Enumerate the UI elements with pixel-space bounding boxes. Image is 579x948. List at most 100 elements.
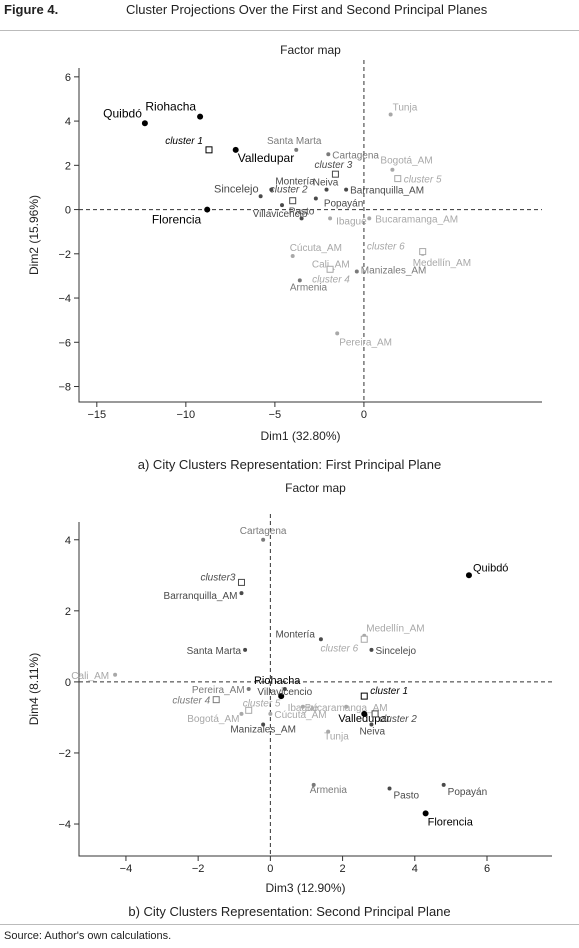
figure-header: Figure 4. Cluster Projections Over the F…: [0, 0, 579, 31]
city-label: Manizales_AM: [230, 725, 296, 736]
y-tick-label: 2: [65, 160, 71, 172]
city-point: [311, 782, 316, 787]
cluster-centroid: [360, 635, 368, 643]
cluster-centroid: [212, 696, 220, 704]
city-label: Riohacha: [145, 100, 196, 114]
bottom-divider: [0, 924, 579, 925]
city-point: [246, 687, 251, 691]
city-label: Barranquilla_AM: [350, 186, 424, 197]
city-label: Neiva: [359, 727, 385, 738]
city-label: Sincelejo: [375, 646, 416, 657]
y-tick-label: 0: [65, 205, 71, 217]
city-label: Pereira_AM: [339, 337, 392, 348]
x-tick-label: −15: [87, 409, 106, 421]
city-label: Cúcuta_AM: [274, 710, 326, 721]
axis-lines: [78, 68, 542, 403]
city-label: Villavicencio: [253, 209, 308, 220]
city-label: Quibdó: [103, 106, 142, 120]
x-tick-label: 2: [340, 863, 346, 875]
x-tick-label: −5: [269, 409, 282, 421]
city-point: [388, 112, 393, 117]
city-label: Cali_AM: [71, 671, 109, 682]
city-label: Tunja: [324, 732, 349, 743]
chart-title: Factor map: [285, 481, 346, 495]
city-point: [197, 113, 204, 120]
city-point: [300, 704, 305, 709]
y-tick-label: −4: [58, 293, 71, 305]
cluster-centroid: [419, 248, 427, 256]
y-tick-label: 4: [65, 535, 71, 547]
city-label: Tunja: [393, 102, 418, 113]
cluster-label: cluster 6: [320, 643, 358, 654]
city-point: [239, 711, 244, 716]
city-label: Riohacha: [254, 675, 301, 687]
city-point: [328, 216, 333, 221]
city-point: [369, 722, 374, 727]
city-point: [369, 647, 374, 652]
city-label: Valledupar: [238, 151, 294, 165]
city-point: [344, 187, 349, 192]
city-point: [318, 637, 323, 642]
factor-map-first-plane: Factor map −15 −10 −5 0 6 4 2 0 −2 −4 −6 −8 Dim1 (32.…: [0, 36, 579, 476]
city-label: Florencia: [152, 213, 202, 227]
city-point: [367, 216, 372, 221]
city-point: [344, 704, 349, 709]
y-axis-label: Dim2 (15.96%): [27, 195, 41, 275]
city-label: Medellín_AM: [366, 624, 424, 635]
cluster-label: cluster 2: [379, 714, 417, 725]
city-label: Bucaramanga_AM: [375, 214, 458, 225]
cluster-centroid: [289, 197, 297, 205]
cluster-centroid: [394, 175, 402, 183]
city-point: [269, 187, 274, 192]
y-axis-label: Dim4 (8.11%): [27, 653, 41, 725]
figure-label: Figure 4.: [4, 2, 59, 17]
city-point: [361, 710, 368, 717]
cluster-label: cluster 2: [270, 185, 308, 196]
city-point: [441, 782, 446, 787]
x-tick-label: −4: [120, 863, 133, 875]
city-point: [141, 120, 148, 127]
city-label: Bogotá_AM: [380, 156, 432, 167]
city-label: Armenia: [290, 282, 328, 293]
city-label: Popayán: [448, 787, 487, 798]
city-label: Ibagué: [288, 703, 319, 714]
city-point: [268, 711, 273, 716]
city-label: Santa Marta: [267, 136, 322, 147]
city-label: Barranquilla_AM: [164, 591, 238, 602]
city-point: [258, 194, 263, 199]
cluster-label: cluster 1: [370, 686, 408, 697]
y-tick-label: 4: [65, 116, 71, 128]
source-note: Source: Author's own calculations.: [4, 930, 172, 942]
axis-lines: [78, 522, 552, 857]
city-point: [239, 591, 244, 596]
cluster-label: cluster 6: [367, 242, 405, 253]
city-label: Manizales_AM: [361, 265, 427, 276]
x-tick-label: −10: [177, 409, 196, 421]
cluster-label: cluster 4: [312, 274, 350, 285]
city-label: Montería: [275, 629, 315, 640]
city-point: [326, 152, 331, 157]
city-point: [422, 810, 429, 817]
chart-title: Factor map: [280, 43, 341, 57]
city-point: [278, 693, 285, 700]
city-point: [354, 269, 359, 274]
cluster-centroid: [205, 146, 213, 154]
city-point: [387, 786, 392, 791]
city-label: Quibdó: [473, 562, 508, 574]
cluster-label: cluster3: [200, 572, 235, 583]
city-label: Sincelejo: [214, 183, 259, 195]
city-point: [465, 572, 472, 579]
cluster-centroid: [237, 578, 245, 586]
city-label: Bogotá_AM: [187, 714, 239, 725]
y-tick-label: −6: [58, 337, 71, 349]
cluster-centroid: [360, 692, 368, 700]
x-tick-label: 0: [267, 863, 273, 875]
caption-first-plane: a) City Clusters Representation: First P…: [137, 457, 442, 472]
city-label: Montería: [275, 177, 315, 188]
city-point: [243, 647, 248, 652]
city-point: [280, 203, 285, 208]
y-tick-label: 2: [65, 606, 71, 618]
city-label: Florencia: [428, 816, 474, 828]
city-point: [232, 146, 239, 153]
figure-title: Cluster Projections Over the First and S…: [126, 2, 488, 17]
